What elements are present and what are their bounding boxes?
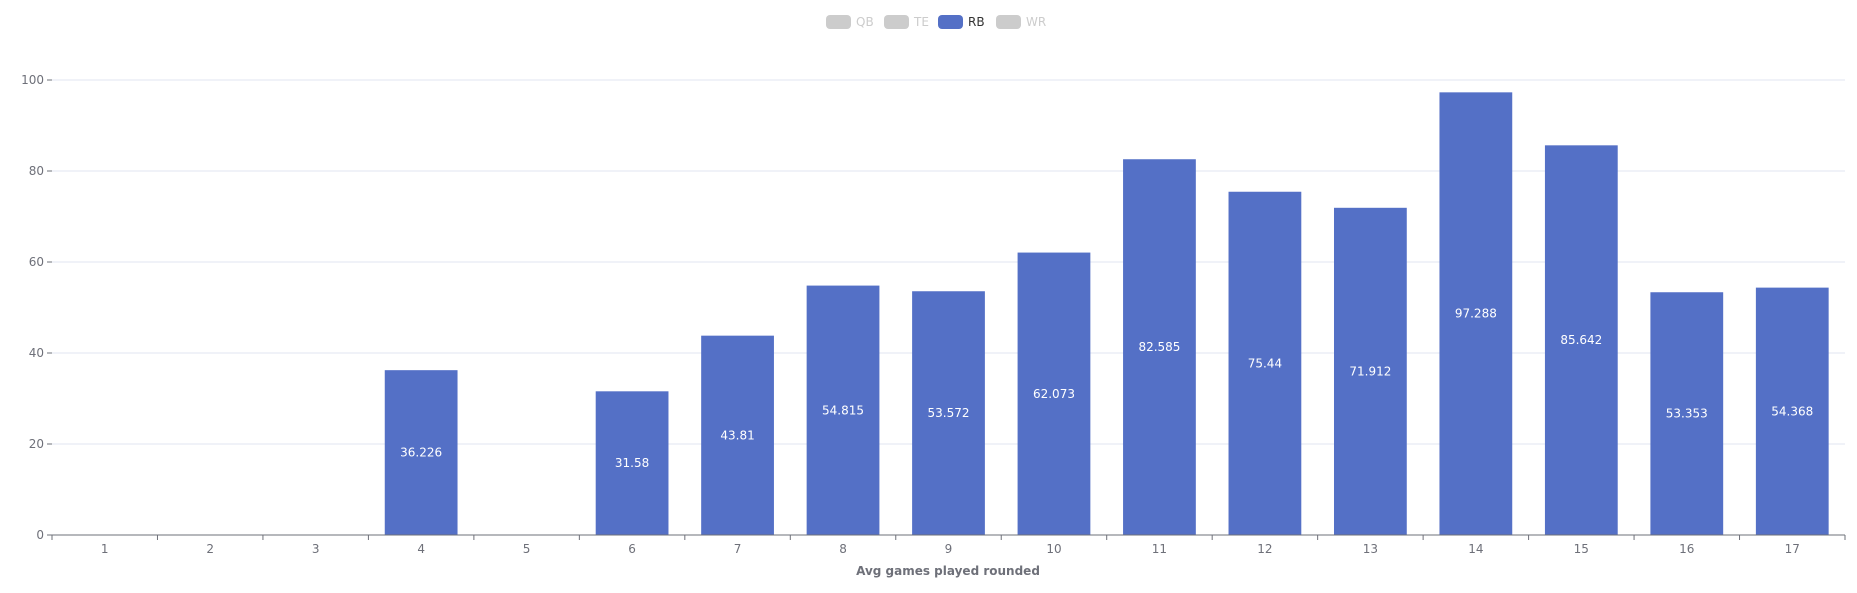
legend-label: TE: [913, 15, 929, 29]
bar-value-label: 54.815: [822, 403, 864, 417]
bar-value-label: 53.572: [928, 406, 970, 420]
bar-value-label: 71.912: [1349, 364, 1391, 378]
bar-value-label: 97.288: [1455, 307, 1497, 321]
legend-swatch: [996, 15, 1021, 29]
bar-value-label: 85.642: [1560, 333, 1602, 347]
x-tick-label: 17: [1785, 542, 1800, 556]
legend-item-rb[interactable]: RB: [938, 15, 985, 29]
y-tick-label: 0: [36, 528, 44, 542]
x-tick-label: 14: [1468, 542, 1483, 556]
bar-value-label: 43.81: [720, 428, 754, 442]
x-tick-label: 15: [1574, 542, 1589, 556]
x-axis-title: Avg games played rounded: [856, 564, 1040, 578]
x-axis: 1 2 3 4 5 6 7 8 9 10 11 12 13 14 15 16 17: [51, 534, 1846, 556]
x-tick-label: 11: [1152, 542, 1167, 556]
bar-17[interactable]: [1755, 287, 1829, 535]
legend-label: QB: [856, 15, 874, 29]
bar-value-label: 36.226: [400, 446, 442, 460]
legend-label: WR: [1026, 15, 1046, 29]
bar-11[interactable]: [1123, 159, 1196, 535]
legend-swatch: [938, 15, 963, 29]
bar-8[interactable]: [806, 285, 880, 535]
x-tick-label: 3: [312, 542, 320, 556]
bar-value-label: 54.368: [1771, 404, 1813, 418]
legend-item-wr[interactable]: WR: [996, 15, 1046, 29]
x-tick-label: 9: [945, 542, 953, 556]
bar-12[interactable]: [1228, 191, 1302, 536]
x-tick-label: 16: [1679, 542, 1694, 556]
x-tick-label: 4: [417, 542, 425, 556]
bar-7[interactable]: [701, 335, 774, 535]
chart-legend: QB TE RB WR: [826, 15, 1046, 29]
bar-16[interactable]: [1650, 292, 1724, 535]
bar-value-label: 62.073: [1033, 387, 1075, 401]
bar-15[interactable]: [1544, 145, 1618, 535]
x-tick-label: 13: [1363, 542, 1378, 556]
x-tick-label: 7: [734, 542, 742, 556]
legend-item-te[interactable]: TE: [884, 15, 929, 29]
legend-label: RB: [968, 15, 985, 29]
bar-value-label: 31.58: [615, 456, 649, 470]
bars: 36.226 31.58 43.81 54.815 53.572 62.073 82.585…: [384, 92, 1829, 536]
x-tick-label: 1: [101, 542, 109, 556]
legend-swatch: [884, 15, 909, 29]
y-tick-label: 60: [29, 255, 44, 269]
bar-10[interactable]: [1017, 252, 1091, 535]
bar-4[interactable]: [384, 370, 458, 535]
x-tick-label: 8: [839, 542, 847, 556]
bar-6[interactable]: [595, 391, 669, 535]
y-tick-label: 80: [29, 164, 44, 178]
bar-value-label: 75.44: [1248, 356, 1282, 370]
x-tick-label: 10: [1046, 542, 1061, 556]
bar-9[interactable]: [912, 291, 985, 535]
x-tick-label: 2: [206, 542, 214, 556]
x-tick-label: 6: [628, 542, 636, 556]
y-tick-label: 20: [29, 437, 44, 451]
legend-swatch: [826, 15, 851, 29]
y-tick-label: 100: [21, 73, 44, 87]
bar-value-label: 53.353: [1666, 407, 1708, 421]
bar-14[interactable]: [1439, 92, 1513, 535]
bar-value-label: 82.585: [1138, 340, 1180, 354]
y-axis: 0 20 40 60 80 100: [21, 73, 52, 542]
bar-13[interactable]: [1333, 207, 1407, 535]
x-tick-label: 12: [1257, 542, 1272, 556]
x-tick-label: 5: [523, 542, 531, 556]
y-tick-label: 40: [29, 346, 44, 360]
legend-item-qb[interactable]: QB: [826, 15, 874, 29]
